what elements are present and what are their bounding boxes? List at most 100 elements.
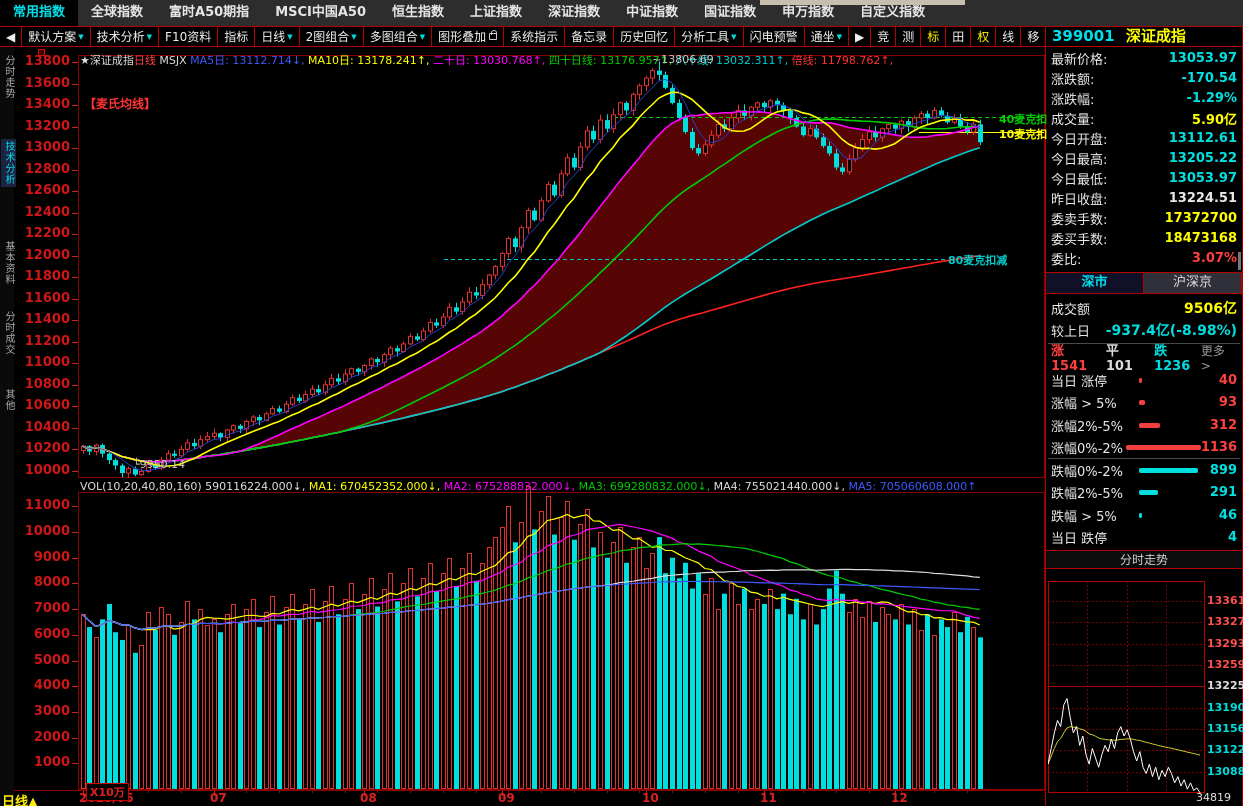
move-button[interactable]: 移 [1020,26,1047,47]
chart-marker-icon[interactable] [38,49,45,56]
ladder-row[interactable]: 当日 跌停 4 [1046,527,1242,550]
vs-prev-row: 较上日 -937.4亿(-8.98%) [1046,319,1242,341]
top-menu-item[interactable]: 自定义指数 [860,5,926,20]
sidebar-tab[interactable]: 技术分析 [1,139,16,187]
top-menu-item[interactable]: 富时A50期指 [169,5,250,20]
volume-y-tick-label: 3000 [33,703,70,719]
ladder-bar-track [1139,377,1219,383]
top-menu-item[interactable]: 全球指数 [91,5,144,20]
ladder-row[interactable]: 涨幅2%-5% 312 [1046,414,1242,437]
volume-y-tick-label: 7000 [33,601,70,617]
auction-button[interactable]: 竞 [870,26,897,47]
indicator-segment: MA4: 755021440.000↓, [713,480,849,493]
period-daily-button[interactable]: 日线 ▼ [254,26,300,47]
period-status[interactable]: 日线▲ [2,791,38,806]
sidebar-tab[interactable]: 其他 [3,389,14,411]
sidebar-tab[interactable]: 分时成交 [3,311,14,355]
sidebar-tab[interactable]: 基本资料 [3,241,14,285]
toolbar-label: 移 [1027,29,1040,44]
ladder-label: 当日 跌停 [1051,532,1108,548]
top-menu-item[interactable]: MSCI中国A50 [275,5,367,20]
flash-alert-button[interactable]: 闪电预警 [742,26,805,47]
channel-button[interactable]: 通坐 ▼ [803,26,849,47]
quote-row: 涨跌额: -170.54 [1046,68,1242,88]
sidebar-tab[interactable]: 分时走势 [3,55,14,99]
price-indicator-header: ★深证成指日线 MSJX MA5日: 13112.714↓, MA10日: 13… [80,52,1038,66]
toolbar-label: 系统指示 [510,29,559,44]
indicator-button[interactable]: 指标 [217,26,256,47]
top-menu-item[interactable]: 申万指数 [782,5,835,20]
multi-chart-layout-button[interactable]: 多图组合 ▼ [362,26,433,47]
quote-value: 3.07% [1191,250,1237,266]
default-scheme-button[interactable]: 默认方案 ▼ [21,26,91,47]
history-recall-button[interactable]: 历史回忆 [613,26,676,47]
two-chart-layout-button[interactable]: 2图组合 ▼ [298,26,364,47]
lock-icon [489,30,498,40]
mini-y-tick-label: 13361 [1207,594,1243,607]
ladder-row[interactable]: 当日 涨停 40 [1046,369,1242,392]
mini-chart-title: 分时走势 [1046,550,1242,569]
top-menu-item[interactable]: 上证指数 [470,5,523,20]
toolbar: ◀ 默认方案 ▼ 技术分析 ▼ F10资料 指标 日线 ▼ 2图组合 ▼ 多图组合 ▼ 图形叠加 系统指示备… [0,26,1101,47]
intraday-mini-chart-canvas[interactable] [1048,581,1205,793]
ladder-label: 跌幅2%-5% [1051,487,1123,503]
ladder-row[interactable]: 跌幅0%-2% 899 [1046,459,1242,482]
volume-y-tick-label: 6000 [33,626,70,642]
dropdown-arrow-icon: ▼ [146,32,153,41]
turnover-row: 成交额 9506亿 [1046,297,1242,319]
corner-arrow-icon: └ [133,458,140,471]
analysis-tools-button[interactable]: 分析工具 ▼ [674,26,744,47]
top-menu-item[interactable]: 中证指数 [626,5,679,20]
market-tab[interactable]: 沪深京 [1143,272,1242,294]
ladder-value: 291 [1209,485,1237,501]
f10-info-button[interactable]: F10资料 [158,26,219,47]
x-axis-month-label: 10 [642,791,659,805]
ladder-value: 40 [1218,372,1237,388]
mini-y-tick-label: 13088 [1207,764,1243,778]
scrollbar-thumb[interactable] [1238,252,1241,270]
top-menu-item[interactable]: 深证指数 [548,5,601,20]
quote-row: 成交量: 5.90亿 [1046,108,1242,128]
play-icon[interactable]: ▶ [847,26,872,47]
volume-chart-canvas[interactable] [14,478,1045,790]
ladder-row[interactable]: 涨幅0%-2% 1136 [1046,437,1242,460]
quote-value: 13053.97 [1168,50,1237,66]
more-link[interactable]: 更多 > [1200,343,1225,373]
top-menu-item[interactable]: 恒生指数 [392,5,445,20]
ladder-bar-track [1139,512,1219,518]
window-artifact [760,0,965,5]
quote-label: 涨跌额: [1051,72,1095,88]
collapse-left-icon[interactable]: ◀ [0,26,23,47]
market-tab[interactable]: 深市 [1045,272,1144,294]
main-y-tick-label: 13200 [24,118,70,134]
main-chart-canvas[interactable] [14,47,1045,478]
ladder-row[interactable]: 跌幅2%-5% 291 [1046,482,1242,505]
ladder-value: 46 [1218,507,1237,523]
vs-prev-label: 较上日 [1051,324,1091,340]
main-y-tick-label: 13000 [24,140,70,156]
ladder-row[interactable]: 涨幅 > 5% 93 [1046,392,1242,415]
turnover-value: 9506亿 [1184,301,1237,317]
ladder-bar [1139,490,1158,496]
ladder-row[interactable]: 跌幅 > 5% 46 [1046,504,1242,527]
rights-button[interactable]: 权 [970,26,997,47]
overlay-button[interactable]: 图形叠加 [431,26,505,47]
line-button[interactable]: 线 [995,26,1022,47]
top-menu-item[interactable]: 国证指数 [704,5,757,20]
ladder-bar-track [1139,490,1210,496]
measure-button[interactable]: 测 [895,26,922,47]
memo-button[interactable]: 备忘录 [564,26,615,47]
grid-button[interactable]: 田 [945,26,972,47]
symbol-code: 399001 [1052,27,1115,45]
technical-analysis-button[interactable]: 技术分析 ▼ [89,26,160,47]
toolbar-label: 线 [1002,29,1015,44]
toolbar-label: 日线 [261,29,286,44]
system-signal-button[interactable]: 系统指示 [503,26,566,47]
quote-value: -170.54 [1181,70,1237,86]
ladder-list: 当日 涨停 40 涨幅 > 5% 93 涨幅2%-5% 312 涨幅0%-2% 1136 跌幅0… [1046,369,1242,549]
dropdown-arrow-icon: ▼ [351,32,357,41]
ladder-bar [1125,445,1201,451]
mark-button[interactable]: 标 [920,26,947,47]
top-menu-item[interactable]: 常用指数 [0,0,79,26]
main-y-tick-label: 10600 [24,398,70,414]
